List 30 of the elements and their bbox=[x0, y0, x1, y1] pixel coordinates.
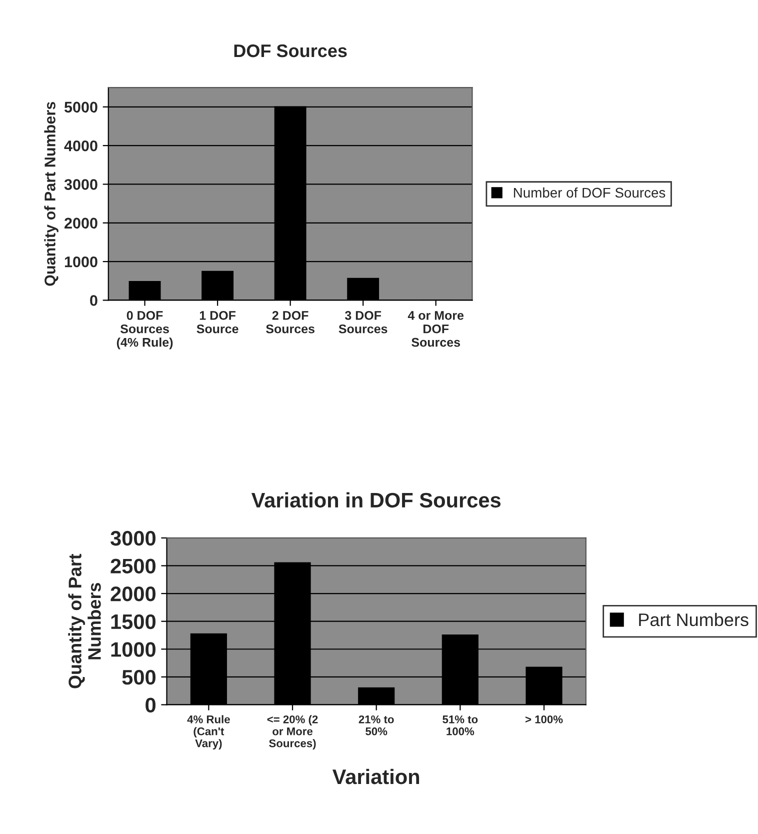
y-tick-label: 4000 bbox=[64, 140, 98, 152]
x-tick-label: 4% Rule (Can't Vary) bbox=[187, 715, 230, 750]
x-tick-label: 2 DOF Sources bbox=[266, 310, 314, 334]
x-axis-title: Variation bbox=[332, 768, 420, 784]
legend-label: Part Numbers bbox=[639, 612, 748, 626]
y-tick-label: 500 bbox=[122, 670, 156, 685]
x-tick-label: > 100% bbox=[525, 715, 563, 724]
chart-title: Variation in DOF Sources bbox=[251, 492, 501, 508]
x-tick-label: 1 DOF Source bbox=[196, 310, 238, 334]
y-tick-label: 2000 bbox=[64, 218, 98, 229]
x-tick-label: 0 DOF Sources (4% Rule) bbox=[116, 310, 173, 350]
y-tick-label: 3000 bbox=[110, 530, 156, 546]
x-tick-label: <= 20% (2 or More Sources) bbox=[267, 715, 318, 750]
y-tick-label: 3000 bbox=[64, 179, 98, 190]
y-axis-title: Quantity of Part Numbers bbox=[68, 554, 101, 688]
y-tick-label: 0 bbox=[90, 295, 98, 306]
y-tick-label: 1500 bbox=[111, 614, 156, 630]
x-tick-label: 4 or More DOF Sources bbox=[408, 311, 464, 347]
y-tick-label: 0 bbox=[146, 698, 156, 712]
y-tick-label: 1000 bbox=[64, 256, 98, 268]
y-tick-label: 1000 bbox=[111, 642, 156, 657]
y-axis-title: Quantity of Part Numbers bbox=[44, 102, 58, 286]
y-tick-label: 5000 bbox=[64, 102, 98, 113]
y-tick-label: 2000 bbox=[110, 586, 156, 602]
chart-title: DOF Sources bbox=[234, 44, 347, 58]
legend-label: Number of DOF Sources bbox=[514, 187, 666, 198]
x-tick-label: 3 DOF Sources bbox=[338, 310, 388, 334]
x-tick-label: 51% to 100% bbox=[442, 715, 478, 736]
y-tick-label: 2500 bbox=[110, 558, 156, 574]
x-tick-label: 21% to 50% bbox=[358, 715, 394, 736]
